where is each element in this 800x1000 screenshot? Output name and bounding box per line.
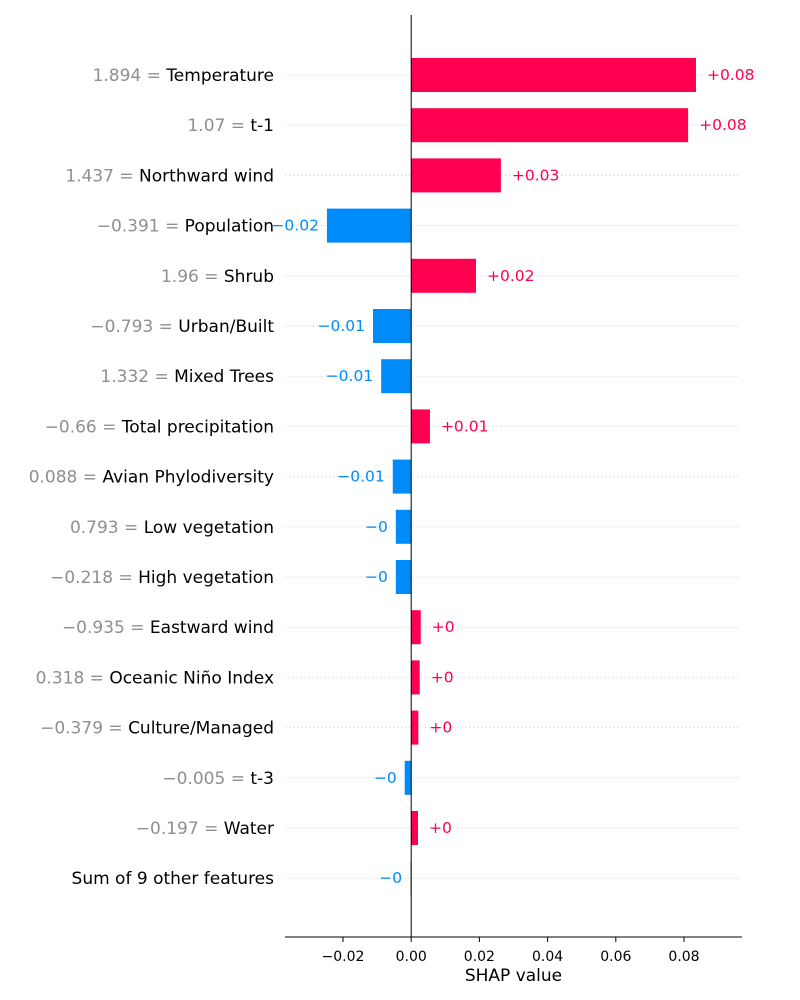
- feature-value: 1.894 =: [93, 66, 167, 86]
- feature-value: −0.66 =: [45, 417, 122, 437]
- feature-name: Oceanic Niño Index: [109, 668, 274, 688]
- bar-value-label: +0.08: [707, 66, 755, 84]
- feature-label: 1.332 = Mixed Trees: [100, 367, 274, 387]
- x-axis: −0.02 0.00 0.02 0.04 0.06 0.08: [285, 936, 742, 965]
- feature-name: Population: [185, 217, 274, 237]
- feature-name: Water: [224, 819, 274, 839]
- feature-value: −0.197 =: [136, 819, 224, 839]
- bar-value-label: −0: [365, 568, 388, 586]
- x-tick-label: 0.00: [396, 949, 427, 965]
- feature-label: −0.005 = t-3: [162, 769, 274, 789]
- x-tick-label: 0.06: [600, 949, 631, 965]
- bar: [395, 560, 412, 594]
- bar-value-labels: +0.08 +0.08 +0.03 −0.02 +0.02 −0.01 −0.01 +0.01…: [271, 66, 754, 887]
- feature-value: 0.793 =: [70, 518, 144, 538]
- bar-value-label: +0: [429, 719, 452, 737]
- bar-value-label: +0.02: [487, 267, 535, 285]
- feature-labels: 1.894 = Temperature 1.07 = t-1 1.437 = Nor…: [29, 66, 275, 889]
- bar-value-label: +0.08: [699, 116, 747, 134]
- feature-value: 1.332 =: [100, 367, 174, 387]
- feature-value: −0.391 =: [97, 217, 185, 237]
- feature-name: Northward wind: [139, 166, 274, 186]
- feature-name: Eastward wind: [150, 618, 274, 638]
- bar-value-label: +0.01: [441, 417, 489, 435]
- bar: [411, 660, 420, 695]
- bar-value-label: +0: [431, 668, 454, 686]
- bar: [411, 811, 419, 845]
- x-tick-label: 0.08: [668, 949, 699, 965]
- feature-label: −0.793 = Urban/Built: [90, 317, 274, 337]
- bar-value-label: −0.01: [317, 317, 365, 335]
- feature-name: Shrub: [224, 267, 274, 287]
- bar-value-label: −0.02: [271, 217, 319, 235]
- bar: [395, 509, 412, 544]
- bar: [411, 58, 696, 92]
- bar-value-label: −0: [365, 518, 388, 536]
- bar: [372, 309, 412, 343]
- bar: [411, 610, 421, 645]
- feature-label: 0.793 = Low vegetation: [70, 518, 274, 538]
- feature-label: 0.318 = Oceanic Niño Index: [36, 668, 274, 688]
- feature-name: Avian Phylodiversity: [102, 468, 274, 488]
- bar-value-label: +0: [429, 819, 452, 837]
- feature-name: Low vegetation: [144, 518, 274, 538]
- feature-value: 1.96 =: [161, 267, 224, 287]
- feature-value: −0.218 =: [50, 568, 138, 588]
- feature-value: −0.935 =: [62, 618, 150, 638]
- feature-label: −0.197 = Water: [136, 819, 274, 839]
- feature-name: High vegetation: [138, 568, 274, 588]
- feature-label: 1.07 = t-1: [187, 116, 274, 136]
- bar-value-label: +0: [432, 618, 455, 636]
- bar-value-label: −0.01: [326, 367, 374, 385]
- feature-name: t-3: [250, 769, 274, 789]
- bar: [411, 409, 430, 444]
- bar-value-label: +0.03: [512, 166, 560, 184]
- x-tick-label: 0.02: [464, 949, 495, 965]
- bar: [411, 710, 419, 745]
- feature-name: Total precipitation: [121, 417, 274, 437]
- feature-value: 0.318 =: [36, 668, 110, 688]
- feature-label: Sum of 9 other features: [72, 869, 275, 889]
- bar: [411, 108, 689, 143]
- feature-label: 1.894 = Temperature: [93, 66, 274, 86]
- feature-value: −0.005 =: [162, 769, 250, 789]
- feature-label: −0.66 = Total precipitation: [45, 417, 274, 437]
- x-tick-label: −0.02: [322, 949, 365, 965]
- x-axis-label: SHAP value: [465, 966, 562, 986]
- bar: [326, 208, 412, 243]
- feature-value: −0.379 =: [40, 719, 128, 739]
- feature-label: −0.218 = High vegetation: [50, 568, 274, 588]
- x-tick-label: 0.04: [532, 949, 563, 965]
- feature-label: 1.437 = Northward wind: [65, 166, 274, 186]
- feature-label: −0.379 = Culture/Managed: [40, 719, 274, 739]
- feature-name: t-1: [250, 116, 274, 136]
- feature-value: 0.088 =: [29, 468, 103, 488]
- feature-value: 1.437 =: [65, 166, 139, 186]
- feature-label: −0.935 = Eastward wind: [62, 618, 274, 638]
- bar: [392, 459, 412, 494]
- feature-name: Sum of 9 other features: [72, 869, 275, 889]
- bars: [326, 58, 696, 896]
- feature-value: 1.07 =: [187, 116, 250, 136]
- feature-name: Mixed Trees: [174, 367, 274, 387]
- bar: [404, 760, 412, 795]
- feature-value: −0.793 =: [90, 317, 178, 337]
- feature-label: −0.391 = Population: [97, 217, 274, 237]
- feature-name: Urban/Built: [178, 317, 274, 337]
- bar-value-label: −0: [379, 869, 402, 887]
- feature-label: 1.96 = Shrub: [161, 267, 274, 287]
- bar: [411, 258, 476, 293]
- feature-label: 0.088 = Avian Phylodiversity: [29, 468, 274, 488]
- bar-value-label: −0.01: [337, 468, 385, 486]
- bar: [381, 359, 412, 394]
- bar: [411, 158, 501, 193]
- bar-value-label: −0: [374, 769, 397, 787]
- feature-name: Temperature: [165, 66, 274, 86]
- feature-name: Culture/Managed: [128, 719, 274, 739]
